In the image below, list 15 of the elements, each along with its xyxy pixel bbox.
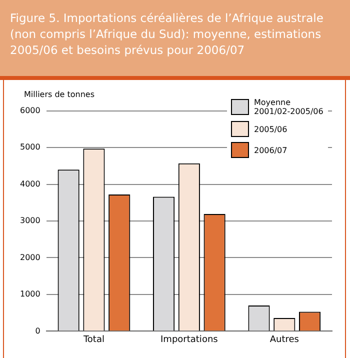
legend-label: 2006/07 — [254, 146, 288, 154]
legend-label: Moyenne 2001/02-2005/06 — [254, 98, 324, 116]
chart-title: Figure 5. Importations céréalières de l’Afrique australe (non compris l’Afrique du Sud): moyenne, estimations 2005/06 et besoins prévus pour 2006/07 — [0, 0, 350, 76]
x-tick-label: Importations — [160, 334, 218, 345]
y-tick-label: 0 — [35, 326, 40, 336]
y-axis-title: Milliers de tonnes — [24, 90, 95, 99]
x-tick-label: Total — [82, 334, 104, 345]
y-tick-label: 3000 — [20, 216, 40, 226]
y-tick-label: 5000 — [20, 142, 40, 152]
x-tick-label: Autres — [270, 334, 300, 345]
legend-label: 2005/06 — [254, 124, 288, 134]
y-tick-label: 1000 — [20, 290, 40, 299]
y-tick-label: 4000 — [20, 179, 40, 188]
y-tick-label: 6000 — [20, 106, 40, 115]
y-tick-label: 2000 — [20, 252, 40, 262]
